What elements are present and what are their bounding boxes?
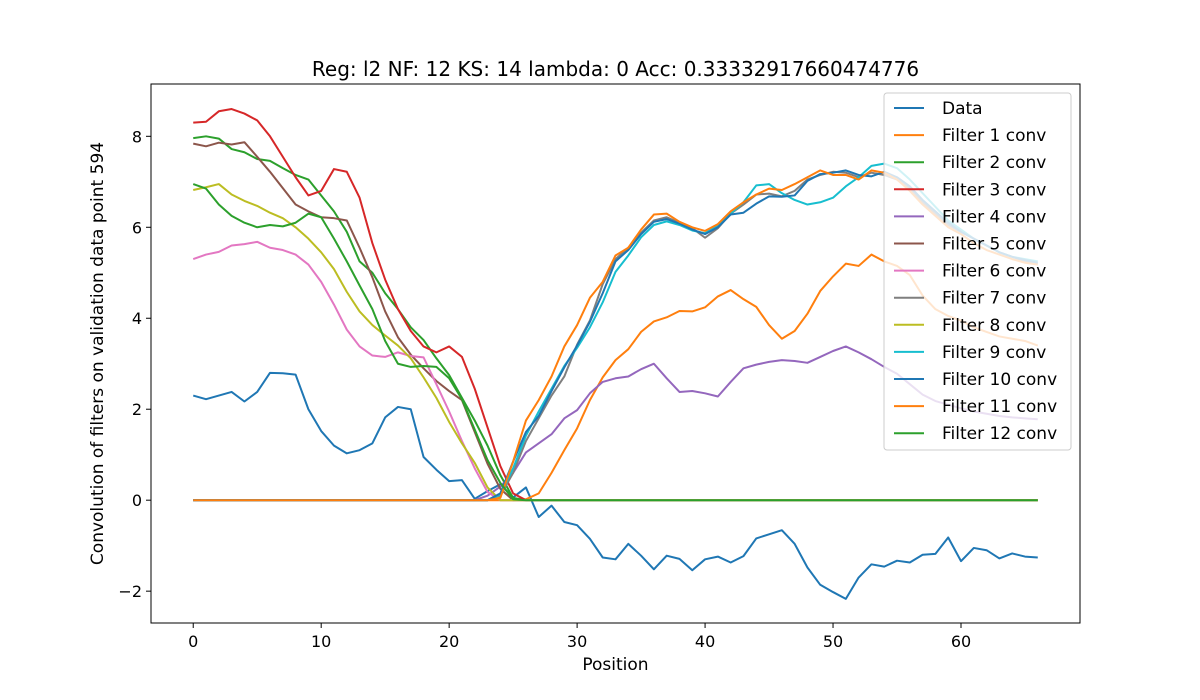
legend-label-1: Filter 1 conv	[942, 126, 1046, 146]
y-axis-label: Convolution of filters on validation dat…	[88, 142, 108, 565]
legend: Data Filter 1 conv Filter 2 conv Filter 3 c…	[883, 92, 1072, 451]
series-line-12	[192, 183, 1038, 502]
series-line-2	[193, 135, 1038, 502]
x-axis: 0 10 20 30 40 50 60	[188, 623, 971, 651]
legend-label-11: Filter 11 conv	[942, 397, 1057, 417]
series-line-8	[193, 183, 1038, 502]
y-tick-label: −2	[118, 582, 142, 601]
y-tick-label: 0	[132, 491, 142, 510]
legend-label-10: Filter 10 conv	[942, 370, 1057, 390]
y-tick-label: 6	[132, 218, 142, 237]
legend-label-8: Filter 8 conv	[942, 316, 1046, 336]
x-axis-label: Position	[582, 655, 648, 675]
chart-title: Reg: l2 NF: 12 KS: 14 lambda: 0 Acc: 0.3…	[312, 57, 919, 81]
legend-label-5: Filter 5 conv	[942, 235, 1046, 255]
series-line-0	[192, 371, 1038, 600]
x-tick-label: 10	[311, 632, 331, 651]
y-tick-label: 2	[132, 400, 142, 419]
x-tick-label: 30	[567, 632, 587, 651]
legend-label-3: Filter 3 conv	[942, 180, 1046, 200]
legend-label-9: Filter 9 conv	[942, 343, 1046, 363]
legend-label-4: Filter 4 conv	[942, 207, 1046, 227]
legend-label-7: Filter 7 conv	[942, 289, 1046, 309]
y-axis: −2 0 2 4 6 8	[118, 127, 151, 601]
legend-label-12: Filter 12 conv	[942, 424, 1057, 444]
x-tick-label: 40	[695, 632, 715, 651]
y-tick-label: 4	[132, 309, 142, 328]
x-tick-label: 60	[951, 632, 971, 651]
plot-frame	[150, 83, 1081, 624]
x-tick-label: 50	[823, 632, 843, 651]
legend-label-0: Data	[942, 99, 983, 119]
y-tick-label: 8	[132, 127, 142, 146]
series-line-6	[192, 240, 1038, 502]
legend-box	[883, 92, 1072, 451]
legend-label-6: Filter 6 conv	[942, 262, 1046, 282]
legend-label-2: Filter 2 conv	[942, 153, 1046, 173]
x-tick-label: 20	[439, 632, 459, 651]
series-line-3	[193, 108, 1038, 502]
x-tick-label: 0	[188, 632, 198, 651]
